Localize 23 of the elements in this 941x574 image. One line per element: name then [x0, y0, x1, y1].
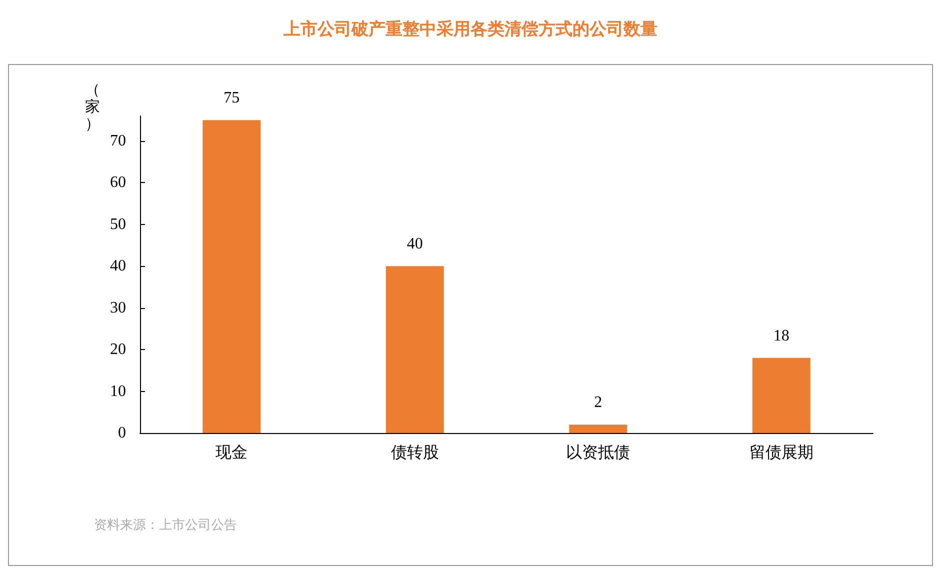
- bar: [752, 358, 810, 433]
- y-tick-label: 70: [110, 132, 126, 150]
- chart-title: 上市公司破产重整中采用各类清偿方式的公司数量: [282, 20, 658, 40]
- x-tick-label: 留债展期: [749, 444, 814, 462]
- x-tick-label: 以资抵债: [566, 444, 630, 462]
- y-tick-label: 10: [110, 382, 126, 400]
- y-tick-label: 30: [110, 299, 126, 316]
- data-label: 75: [224, 90, 240, 107]
- bar: [569, 424, 628, 433]
- data-label: 40: [406, 236, 423, 253]
- bar: [386, 266, 444, 433]
- bar: [202, 120, 261, 433]
- y-tick-label: 50: [110, 216, 126, 233]
- x-tick-label: 债转股: [390, 444, 439, 462]
- y-tick-label: 60: [110, 174, 126, 192]
- y-tick-label: 0: [118, 424, 126, 442]
- y-tick-label: 40: [110, 258, 126, 275]
- data-label: 2: [594, 394, 602, 412]
- y-axis-title: （家）: [85, 82, 100, 133]
- x-tick-label: 现金: [216, 444, 248, 462]
- y-tick-label: 20: [110, 341, 126, 358]
- text: 资料来源：上市公司公告: [94, 517, 237, 532]
- data-label: 18: [773, 327, 790, 344]
